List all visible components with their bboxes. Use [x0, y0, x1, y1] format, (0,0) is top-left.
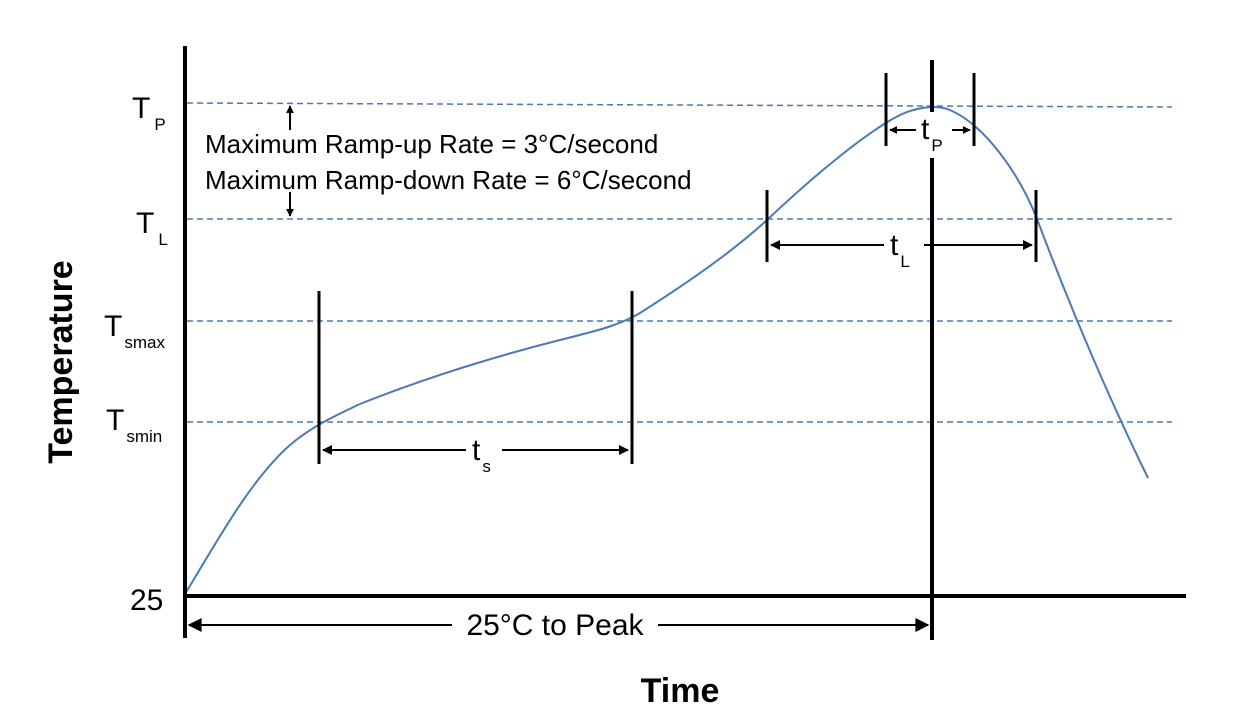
y-axis-title: Temperature — [42, 260, 80, 463]
to-peak-interval-label: 25°C to Peak — [466, 609, 644, 642]
temperature-profile-curve — [184, 106, 1149, 595]
ramp-down-rate-note: Maximum Ramp-down Rate = 6°C/second — [205, 165, 692, 195]
tp-guide-line — [186, 102, 1173, 108]
x-axis-title: Time — [641, 672, 720, 710]
ramp-up-rate-note: Maximum Ramp-up Rate = 3°C/second — [205, 129, 658, 159]
y-origin-label: 25 — [130, 584, 163, 617]
